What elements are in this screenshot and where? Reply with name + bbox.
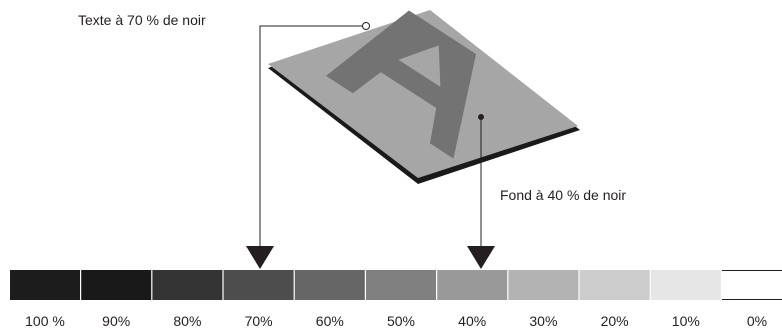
scale-label-90: 90% (102, 313, 130, 329)
letter-a-icon (325, 10, 477, 159)
scale-label-30: 30% (529, 313, 557, 329)
background-tint-label: Fond à 40 % de noir (500, 187, 626, 203)
text-tint-label: Texte à 70 % de noir (78, 12, 206, 28)
scale-label-100: 100 % (25, 313, 65, 329)
background-leader-dot (478, 114, 484, 120)
swatch-10 (650, 270, 721, 300)
swatch-50 (366, 270, 436, 300)
grayscale-scale-labels: 100 % 90% 80% 70% 60% 50% 40% 30% 20% 10% 0% (25, 313, 767, 329)
swatch-0 (722, 270, 782, 300)
swatch-60 (294, 270, 365, 300)
swatch-100 (10, 270, 80, 300)
scale-label-80: 80% (173, 313, 201, 329)
scale-label-70: 70% (245, 313, 273, 329)
letter-a-sheet (325, 10, 477, 159)
scale-label-0: 0% (747, 313, 767, 329)
swatch-70 (223, 270, 294, 300)
text-leader-dot (362, 22, 370, 30)
text-leader (259, 25, 366, 250)
grayscale-scale (10, 270, 782, 300)
text-leader-arrow (246, 246, 274, 269)
scale-label-60: 60% (316, 313, 344, 329)
swatch-40 (437, 270, 508, 300)
scale-label-40: 40% (458, 313, 486, 329)
swatch-20 (579, 270, 650, 300)
swatch-80 (152, 270, 223, 300)
scale-label-20: 20% (601, 313, 629, 329)
scale-label-50: 50% (387, 313, 415, 329)
scale-label-10: 10% (672, 313, 700, 329)
swatch-90 (81, 270, 152, 300)
swatch-30 (508, 270, 579, 300)
background-leader-arrow (467, 246, 495, 269)
